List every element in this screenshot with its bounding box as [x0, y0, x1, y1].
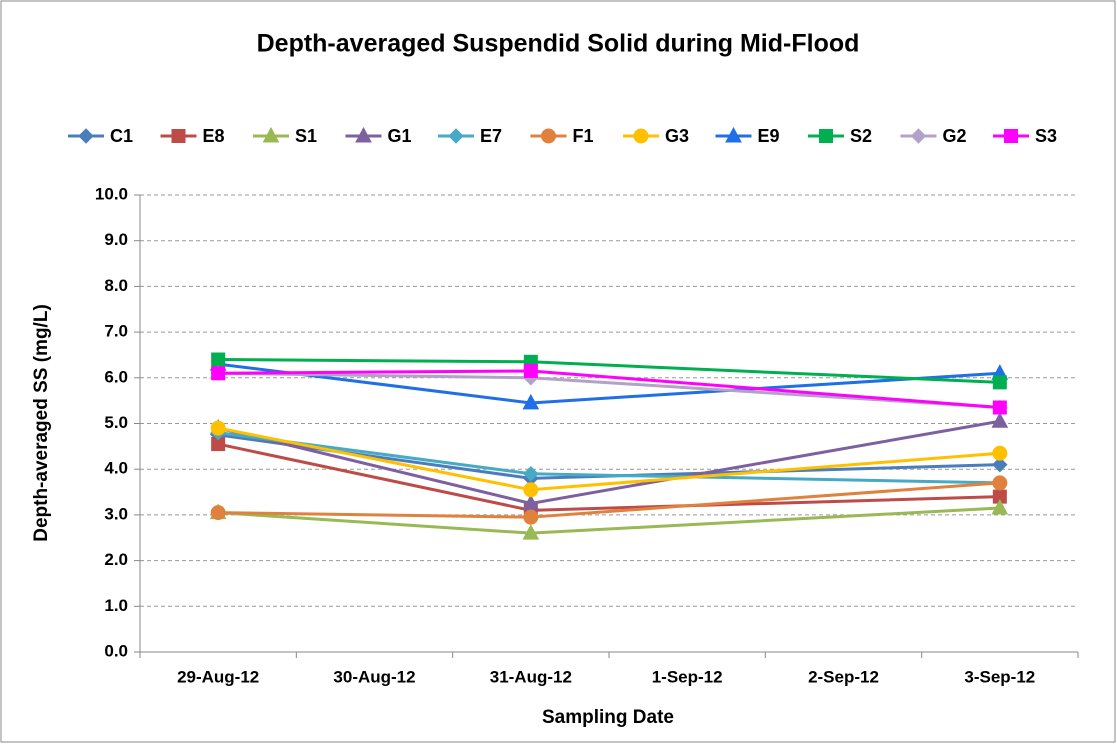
y-axis-title: Depth-averaged SS (mg/L): [31, 304, 52, 542]
y-tick-label: 6.0: [104, 367, 128, 386]
data-point: [523, 466, 539, 482]
data-point: [992, 375, 1007, 390]
y-tick-label: 1.0: [104, 596, 128, 615]
legend-marker: [262, 126, 280, 143]
data-point: [523, 509, 539, 525]
legend-label: E8: [203, 126, 225, 146]
y-tick-label: 7.0: [104, 322, 128, 341]
y-tick-label: 0.0: [104, 641, 128, 660]
legend-label: G2: [943, 126, 967, 146]
legend-marker: [78, 128, 94, 144]
legend-label: C1: [110, 126, 133, 146]
data-point: [991, 498, 1009, 515]
x-tick-label: 29-Aug-12: [177, 667, 259, 686]
legend-label: G1: [388, 126, 412, 146]
data-point: [211, 352, 226, 367]
data-point: [522, 524, 540, 540]
data-point: [211, 366, 226, 381]
data-point: [991, 412, 1009, 428]
y-tick-label: 2.0: [104, 550, 128, 569]
legend-label: S3: [1035, 126, 1057, 146]
x-tick-label: 1-Sep-12: [652, 667, 723, 686]
legend-marker: [819, 129, 833, 143]
y-tick-label: 3.0: [104, 504, 128, 523]
y-tick-label: 9.0: [104, 230, 128, 249]
legend-marker: [448, 128, 464, 144]
data-point: [523, 363, 538, 378]
x-tick-label: 30-Aug-12: [333, 667, 415, 686]
legend-label: F1: [573, 126, 594, 146]
legend-label: E7: [480, 126, 502, 146]
x-axis-title: Sampling Date: [542, 707, 674, 728]
legend-label: S2: [850, 126, 872, 146]
legend-marker: [171, 129, 186, 143]
data-point: [992, 456, 1008, 473]
legend-marker: [633, 128, 649, 144]
data-point: [992, 445, 1008, 461]
legend-marker: [1004, 129, 1018, 143]
x-tick-label: 3-Sep-12: [964, 667, 1035, 686]
legend-marker: [541, 128, 556, 144]
data-point: [992, 400, 1007, 415]
y-tick-label: 4.0: [104, 459, 128, 478]
y-tick-label: 8.0: [104, 276, 128, 295]
data-point: [210, 505, 226, 521]
data-point: [523, 482, 539, 498]
legend-marker: [910, 128, 927, 144]
legend-label: S1: [295, 126, 317, 146]
data-point: [522, 393, 540, 410]
chart-title: Depth-averaged Suspendid Solid during Mi…: [257, 30, 860, 58]
y-tick-label: 10.0: [95, 184, 128, 203]
data-point: [522, 494, 540, 510]
legend-marker: [725, 126, 742, 143]
data-point: [210, 420, 226, 436]
legend-label: E9: [758, 126, 780, 146]
x-tick-label: 2-Sep-12: [808, 667, 879, 686]
legend-label: G3: [665, 126, 689, 146]
x-tick-label: 31-Aug-12: [490, 667, 572, 686]
data-point: [992, 475, 1008, 491]
legend-marker: [355, 126, 372, 143]
y-tick-label: 5.0: [104, 413, 128, 432]
